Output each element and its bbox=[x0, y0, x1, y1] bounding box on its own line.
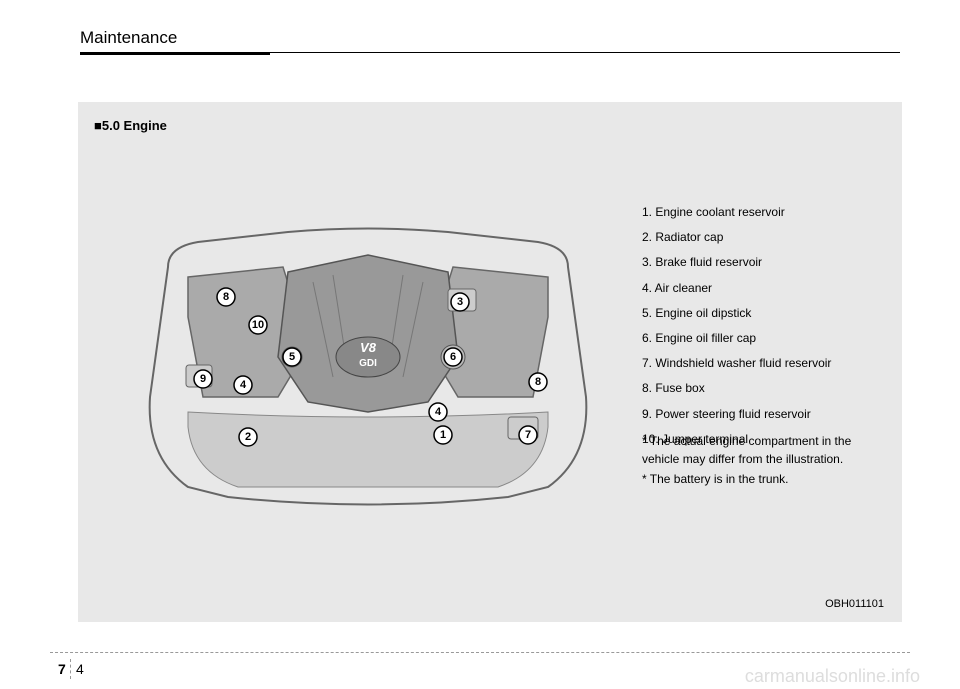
parts-list-item: 4. Air cleaner bbox=[642, 276, 872, 301]
parts-list-item: 9. Power steering fluid reservoir bbox=[642, 402, 872, 427]
badge-v8: V8 bbox=[360, 340, 377, 355]
header-section: Maintenance bbox=[80, 28, 900, 50]
watermark: carmanualsonline.info bbox=[745, 666, 920, 687]
parts-list: 1. Engine coolant reservoir2. Radiator c… bbox=[642, 200, 872, 452]
parts-list-item: 6. Engine oil filler cap bbox=[642, 326, 872, 351]
page-chapter: 7 bbox=[58, 661, 66, 677]
parts-list-item: 7. Windshield washer fluid reservoir bbox=[642, 351, 872, 376]
callout-number: 3 bbox=[457, 296, 463, 308]
callout-number: 2 bbox=[245, 431, 251, 443]
engine-illustration: V8 GDI 1 2 3 4 4 5 6 7 8 8 9 10 bbox=[108, 197, 628, 517]
header-rule-thick bbox=[80, 52, 270, 55]
callout-number: 9 bbox=[200, 373, 206, 385]
engine-label: ■5.0 Engine bbox=[94, 118, 167, 133]
callout-number: 4 bbox=[435, 406, 442, 418]
callout-number: 6 bbox=[450, 351, 456, 363]
page-divider bbox=[70, 659, 71, 679]
note-item: * The actual engine compartment in the v… bbox=[642, 432, 872, 468]
callout-number: 5 bbox=[289, 351, 295, 363]
section-title: Maintenance bbox=[80, 28, 177, 50]
page-number: 4 bbox=[76, 661, 84, 677]
callout-number: 8 bbox=[223, 291, 229, 303]
engine-tray bbox=[188, 412, 548, 487]
callout-number: 7 bbox=[525, 429, 531, 441]
footer-dashed-line bbox=[50, 652, 910, 653]
center-cover bbox=[278, 255, 458, 412]
engine-diagram-svg: V8 GDI 1 2 3 4 4 5 6 7 8 8 9 10 bbox=[108, 197, 628, 517]
badge-gdi: GDI bbox=[359, 358, 377, 369]
callout-number: 4 bbox=[240, 379, 247, 391]
figure-code: OBH011101 bbox=[825, 598, 884, 610]
parts-list-item: 1. Engine coolant reservoir bbox=[642, 200, 872, 225]
callout-number: 10 bbox=[252, 319, 264, 331]
callout-number: 8 bbox=[535, 376, 541, 388]
parts-list-item: 2. Radiator cap bbox=[642, 225, 872, 250]
figure-container: ■5.0 Engine V8 GDI bbox=[78, 102, 902, 622]
note-item: * The battery is in the trunk. bbox=[642, 470, 872, 488]
callout-number: 1 bbox=[440, 429, 446, 441]
parts-list-item: 5. Engine oil dipstick bbox=[642, 301, 872, 326]
parts-list-item: 3. Brake fluid reservoir bbox=[642, 250, 872, 275]
notes-block: * The actual engine compartment in the v… bbox=[642, 432, 872, 490]
parts-list-item: 8. Fuse box bbox=[642, 376, 872, 401]
